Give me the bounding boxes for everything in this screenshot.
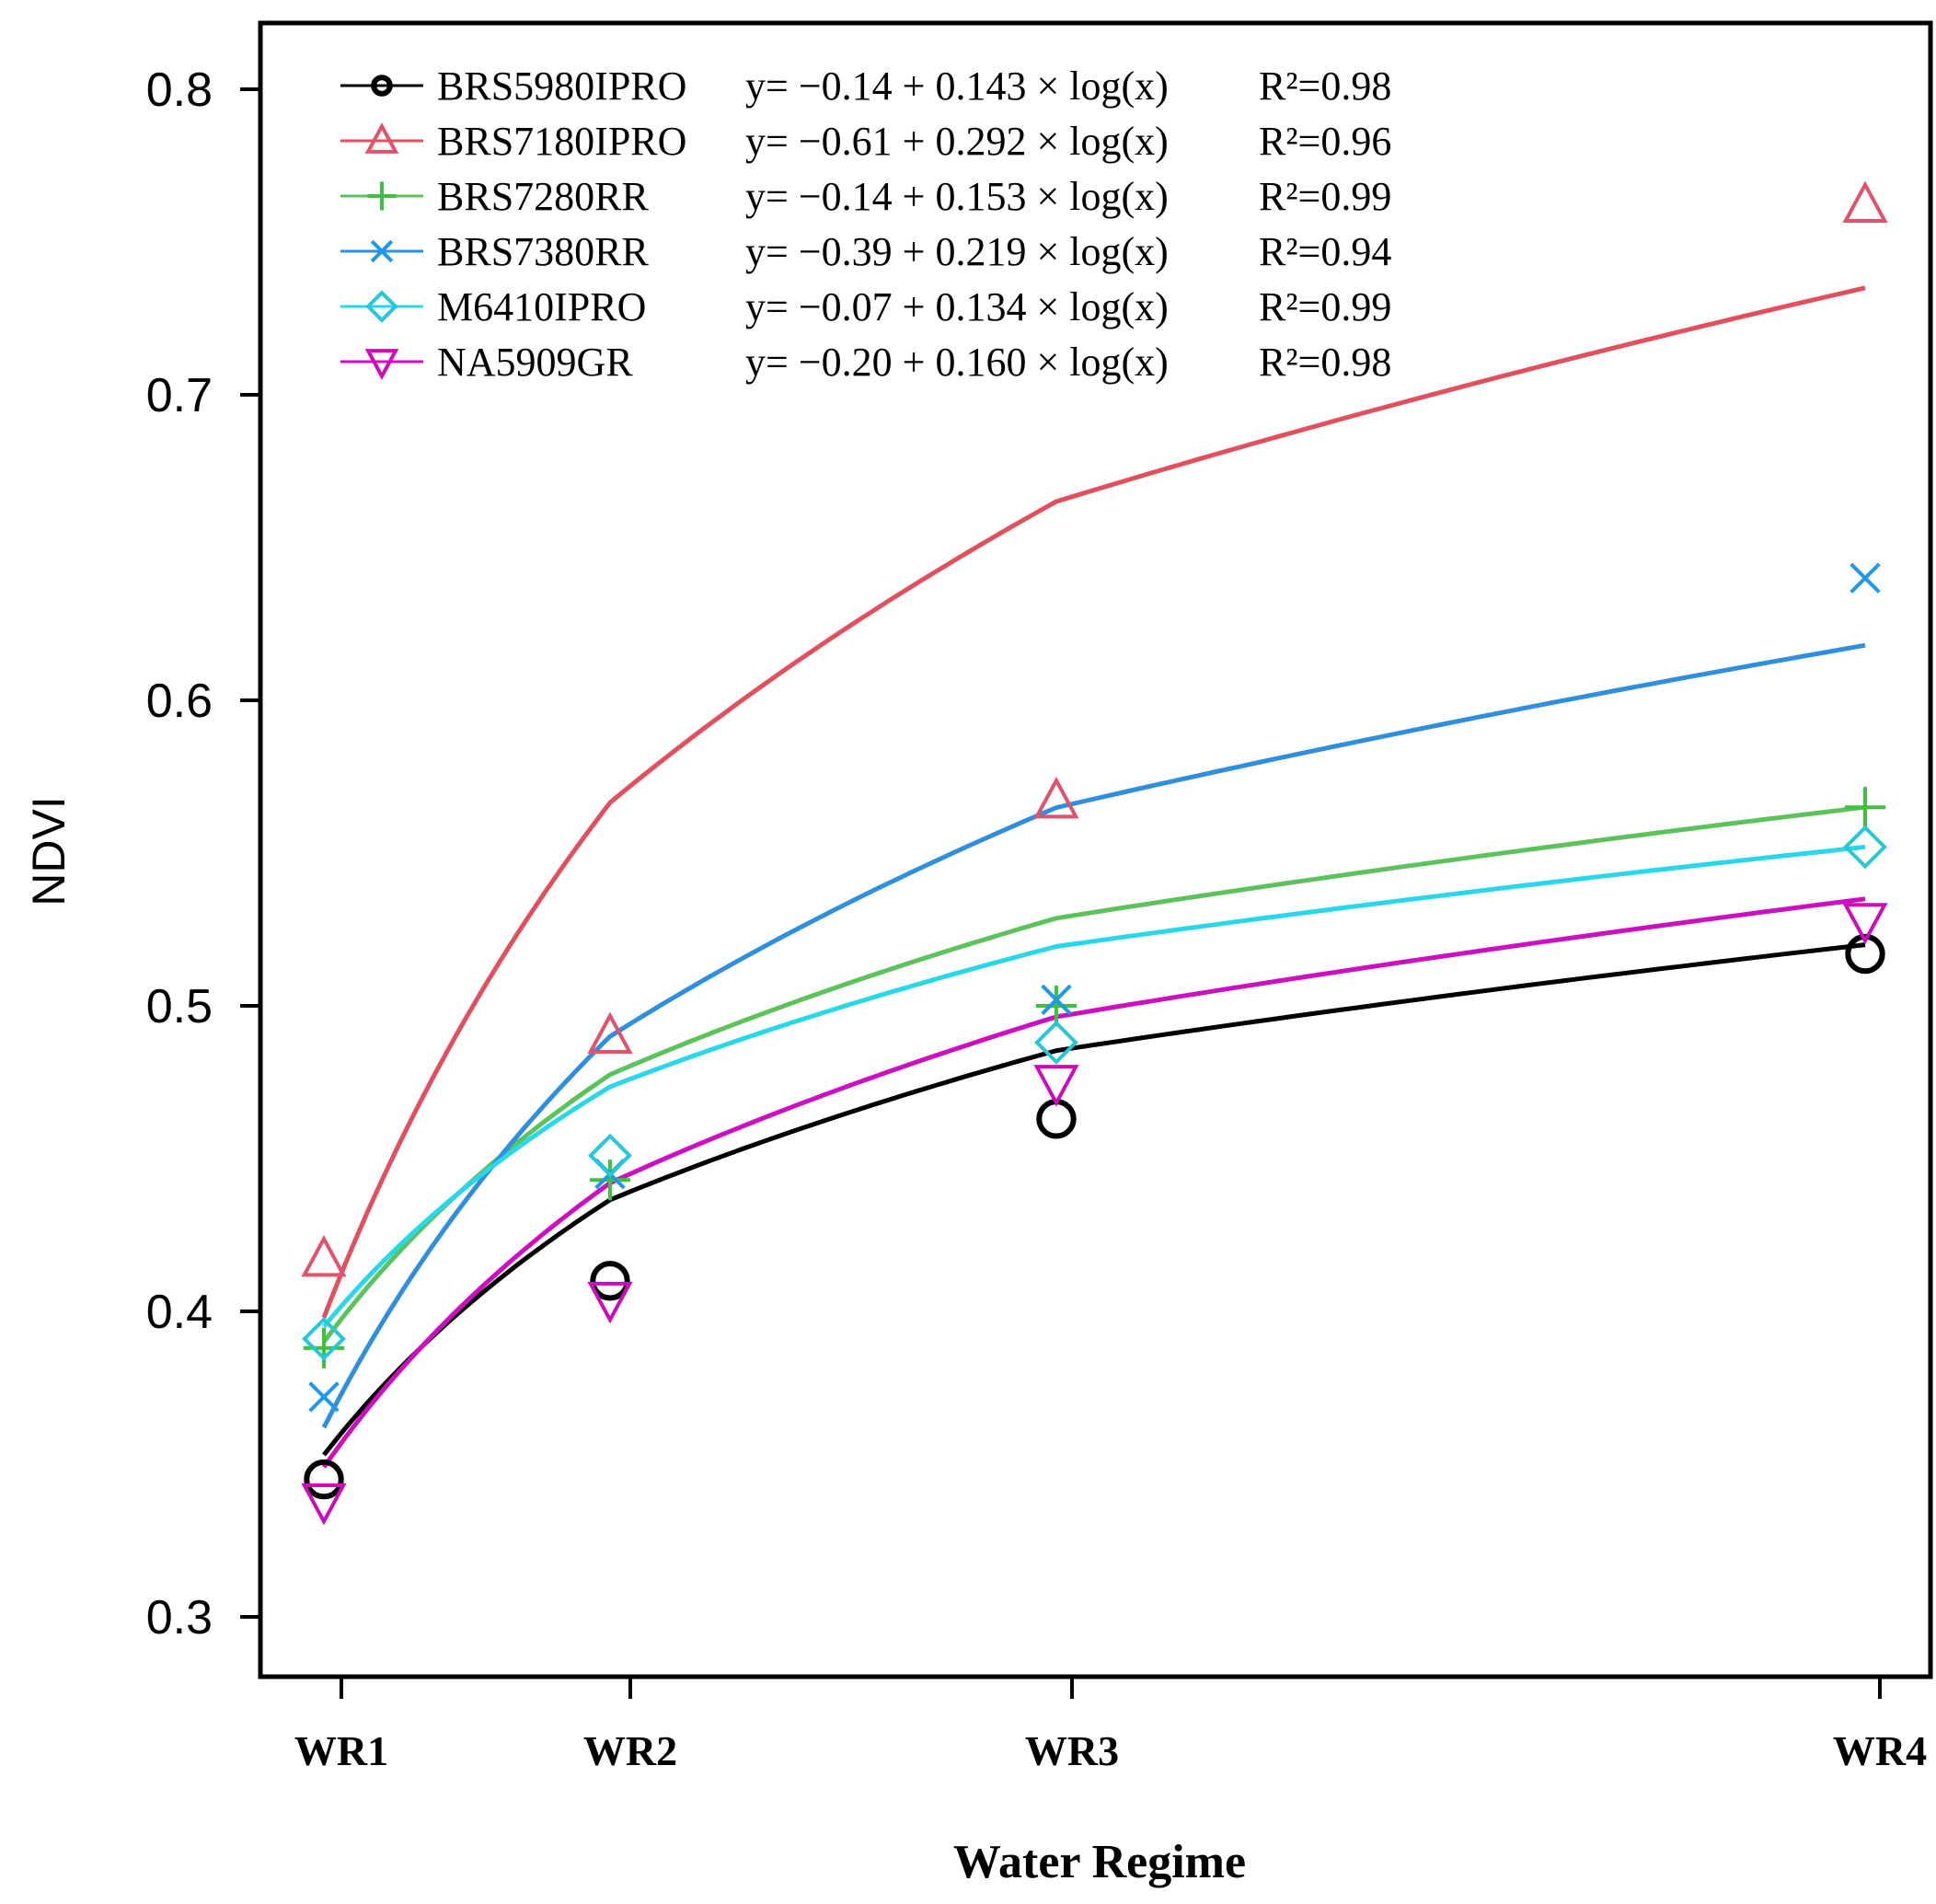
- y-axis-label: NDVI: [23, 796, 75, 906]
- legend-r2: R²=0.94: [1259, 229, 1391, 274]
- data-point-NA5909GR: [587, 1281, 633, 1324]
- x-tick-label: WR1: [294, 1727, 388, 1774]
- legend-name: BRS7180IPRO: [437, 119, 686, 164]
- fit-line-BRS7180IPRO: [321, 285, 1866, 1319]
- y-tick-label: 0.8: [146, 63, 213, 117]
- data-point-BRS5980IPRO: [590, 1261, 630, 1301]
- x-axis: WR1 WR2 WR3 WR4: [294, 1677, 1927, 1774]
- y-tick-label: 0.4: [146, 1286, 213, 1339]
- legend-equation: y= −0.20 + 0.160 × log(x): [745, 340, 1169, 385]
- legend-equation: y= −0.14 + 0.153 × log(x): [745, 174, 1169, 219]
- fit-lines: [321, 285, 1866, 1469]
- data-point-BRS7180IPRO: [1842, 180, 1888, 223]
- data-point-M6410IPRO: [1843, 825, 1887, 870]
- legend-equation: y= −0.14 + 0.143 × log(x): [745, 63, 1169, 109]
- legend-r2: R²=0.98: [1259, 340, 1391, 385]
- data-point-NA5909GR: [1033, 1065, 1079, 1107]
- data-point-BRS5980IPRO: [304, 1459, 344, 1500]
- x-tick-label: WR3: [1025, 1727, 1119, 1774]
- data-point-NA5909GR: [1842, 903, 1888, 945]
- data-point-BRS7380RR: [1850, 562, 1881, 594]
- x-axis-label: Water Regime: [953, 1836, 1246, 1888]
- data-point-BRS7380RR: [1041, 984, 1072, 1016]
- data-point-M6410IPRO: [1034, 1020, 1078, 1065]
- legend-name: BRS7280RR: [437, 174, 650, 219]
- legend-name: BRS7380RR: [437, 229, 650, 274]
- legend-marker-BRS7180IPRO: [364, 121, 399, 154]
- legend-marker-BRS7280RR: [367, 181, 397, 211]
- data-point-BRS7280RR: [589, 1160, 631, 1201]
- data-point-BRS7380RR: [308, 1381, 340, 1413]
- y-tick-label: 0.3: [146, 1591, 213, 1644]
- legend-r2: R²=0.99: [1259, 174, 1391, 219]
- legend-equation: y= −0.07 + 0.134 × log(x): [745, 284, 1169, 329]
- data-point-BRS7180IPRO: [587, 1011, 633, 1055]
- data-point-M6410IPRO: [302, 1316, 346, 1361]
- legend-r2: R²=0.98: [1259, 63, 1391, 109]
- data-point-BRS7280RR: [1035, 985, 1077, 1027]
- data-points: [301, 180, 1888, 1526]
- data-point-NA5909GR: [301, 1483, 347, 1526]
- plot-frame: [258, 20, 1933, 1679]
- fit-line-M6410IPRO: [322, 844, 1866, 1329]
- data-point-BRS7180IPRO: [301, 1234, 347, 1277]
- y-tick-label: 0.5: [146, 980, 213, 1033]
- legend-name: BRS5980IPRO: [437, 63, 686, 109]
- data-point-BRS7280RR: [303, 1327, 345, 1368]
- data-point-BRS7280RR: [1844, 787, 1886, 828]
- legend-name: NA5909GR: [437, 340, 633, 385]
- legend: BRS5980IPRO y= −0.14 + 0.143 × log(x) R²=0…: [340, 63, 1391, 385]
- fit-line-BRS7380RR: [321, 642, 1866, 1429]
- x-tick-label: WR2: [583, 1727, 677, 1774]
- legend-marker-M6410IPRO: [365, 290, 398, 323]
- y-tick-label: 0.7: [146, 369, 213, 422]
- data-point-BRS5980IPRO: [1036, 1099, 1077, 1139]
- legend-r2: R²=0.99: [1259, 284, 1391, 329]
- data-point-BRS5980IPRO: [1845, 933, 1885, 975]
- y-tick-label: 0.6: [146, 675, 213, 728]
- legend-name: M6410IPRO: [437, 284, 646, 329]
- legend-r2: R²=0.96: [1259, 119, 1391, 164]
- legend-equation: y= −0.39 + 0.219 × log(x): [745, 229, 1169, 274]
- fit-line-BRS5980IPRO: [322, 942, 1866, 1457]
- legend-marker-NA5909GR: [364, 349, 399, 381]
- y-axis: 0.3 0.4 0.5 0.6 0.7 0.8: [146, 63, 260, 1644]
- x-tick-label: WR4: [1833, 1727, 1927, 1774]
- data-point-M6410IPRO: [588, 1133, 632, 1178]
- data-point-BRS7180IPRO: [1033, 776, 1079, 819]
- legend-marker-BRS5980IPRO: [371, 75, 393, 97]
- fit-line-NA5909GR: [321, 896, 1866, 1469]
- fit-line-BRS7280RR: [322, 804, 1866, 1344]
- legend-equation: y= −0.61 + 0.292 × log(x): [745, 119, 1169, 164]
- legend-marker-BRS7380RR: [370, 239, 394, 263]
